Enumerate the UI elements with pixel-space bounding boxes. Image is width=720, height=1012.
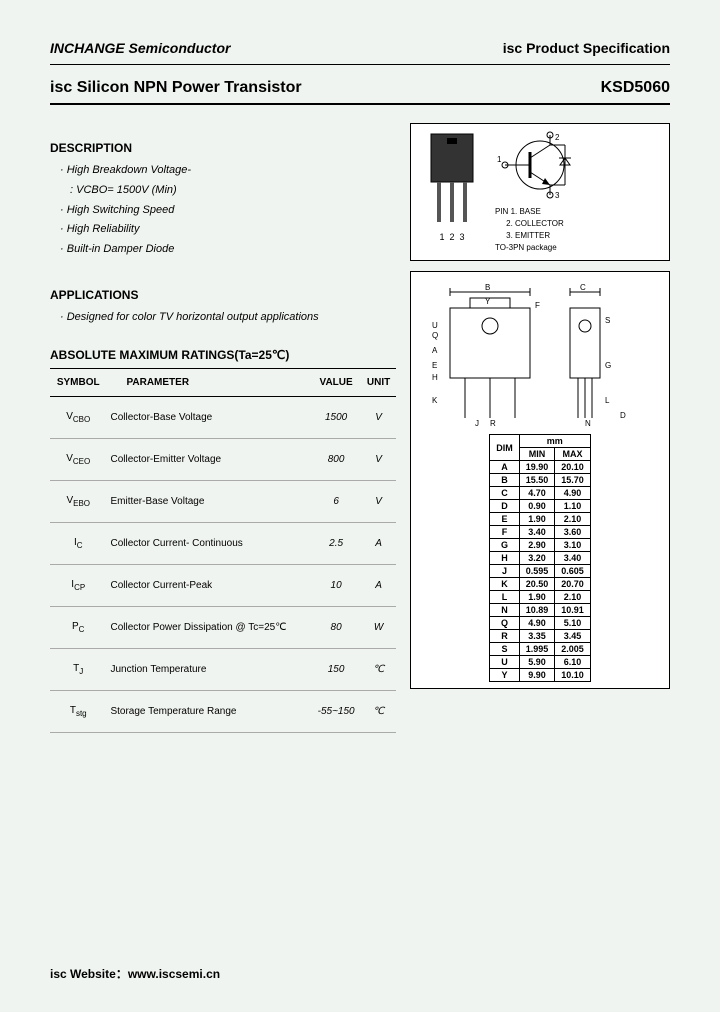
ratings-heading: ABSOLUTE MAXIMUM RATINGS(Ta=25℃) xyxy=(50,348,396,362)
footer: isc Website：www.iscsemi.cn xyxy=(50,965,220,982)
svg-text:Y: Y xyxy=(485,297,491,306)
svg-text:J: J xyxy=(475,419,479,428)
table-row: Q4.905.10 xyxy=(490,617,591,630)
outline-drawing-icon: B Y U Q A E H K F J R C S xyxy=(420,278,660,428)
table-row: VEBOEmitter-Base Voltage6V xyxy=(50,480,396,522)
svg-text:E: E xyxy=(432,361,437,370)
table-row: TJJunction Temperature150℃ xyxy=(50,648,396,690)
table-row: K20.5020.70 xyxy=(490,578,591,591)
product-title: isc Silicon NPN Power Transistor xyxy=(50,79,302,97)
table-row: Y9.9010.10 xyxy=(490,669,591,682)
table-row: ICCollector Current- Continuous2.5A xyxy=(50,522,396,564)
ratings-table: SYMBOL PARAMETER VALUE UNIT VCBOCollecto… xyxy=(50,368,396,733)
table-row: PCCollector Power Dissipation @ Tc=25℃80… xyxy=(50,606,396,648)
svg-text:B: B xyxy=(485,283,490,292)
svg-text:1: 1 xyxy=(497,155,502,164)
applications-heading: APPLICATIONS xyxy=(50,288,396,302)
rule-thin xyxy=(50,64,670,65)
footer-url: www.iscsemi.cn xyxy=(128,967,220,981)
table-row: R3.353.45 xyxy=(490,630,591,643)
svg-text:F: F xyxy=(535,301,540,310)
desc-item: · High Breakdown Voltage- xyxy=(60,161,396,181)
applications-text: · Designed for color TV horizontal outpu… xyxy=(60,308,396,328)
outline-figure: B Y U Q A E H K F J R C S xyxy=(410,271,670,689)
part-number: KSD5060 xyxy=(601,79,670,97)
svg-text:3: 3 xyxy=(555,191,560,200)
col-symbol: SYMBOL xyxy=(50,368,106,396)
table-row: VCBOCollector-Base Voltage1500V xyxy=(50,396,396,438)
dimensions-table: DIMmm MINMAX A19.9020.10B15.5015.70C4.70… xyxy=(489,434,591,682)
description-heading: DESCRIPTION xyxy=(50,141,396,155)
pin-labels: PIN 1. BASE 2. COLLECTOR 3. EMITTER TO-3… xyxy=(495,206,663,254)
title-row: isc Silicon NPN Power Transistor KSD5060 xyxy=(50,75,670,99)
desc-item: · High Switching Speed xyxy=(60,201,396,221)
table-row: E1.902.10 xyxy=(490,513,591,526)
svg-text:K: K xyxy=(432,396,438,405)
svg-text:G: G xyxy=(605,361,611,370)
svg-text:H: H xyxy=(432,373,438,382)
rule-thick xyxy=(50,103,670,105)
company-name: INCHANGE Semiconductor xyxy=(50,40,230,56)
svg-text:N: N xyxy=(585,419,591,428)
svg-text:D: D xyxy=(620,411,626,420)
svg-text:C: C xyxy=(580,283,586,292)
svg-text:2: 2 xyxy=(555,133,560,142)
table-row: VCEOCollector-Emitter Voltage800V xyxy=(50,438,396,480)
svg-text:U: U xyxy=(432,321,438,330)
desc-item: · Built-in Damper Diode xyxy=(60,240,396,260)
table-row: H3.203.40 xyxy=(490,552,591,565)
col-value: VALUE xyxy=(311,368,361,396)
desc-item: : VCBO= 1500V (Min) xyxy=(70,181,396,201)
table-row: N10.8910.91 xyxy=(490,604,591,617)
table-row: J0.5950.605 xyxy=(490,565,591,578)
table-row: G2.903.10 xyxy=(490,539,591,552)
table-row: F3.403.60 xyxy=(490,526,591,539)
table-row: D0.901.10 xyxy=(490,500,591,513)
col-parameter: PARAMETER xyxy=(106,368,311,396)
to3pn-icon xyxy=(417,130,487,230)
package-figure: 1 2 3 1 2 xyxy=(410,123,670,261)
table-row: TstgStorage Temperature Range-55~150℃ xyxy=(50,690,396,732)
spec-label: isc Product Specification xyxy=(503,40,670,56)
svg-text:R: R xyxy=(490,419,496,428)
svg-text:L: L xyxy=(605,396,610,405)
desc-item: · High Reliability xyxy=(60,220,396,240)
svg-text:S: S xyxy=(605,316,610,325)
table-row: B15.5015.70 xyxy=(490,474,591,487)
table-row: ICPCollector Current-Peak10A xyxy=(50,564,396,606)
transistor-drawing: 1 2 3 xyxy=(417,130,487,242)
schematic-icon: 1 2 3 xyxy=(495,130,595,200)
footer-label: isc Website： xyxy=(50,967,128,981)
table-row: A19.9020.10 xyxy=(490,461,591,474)
svg-text:Q: Q xyxy=(432,331,438,340)
col-unit: UNIT xyxy=(361,368,396,396)
description-list: · High Breakdown Voltage- : VCBO= 1500V … xyxy=(60,161,396,260)
page-header: INCHANGE Semiconductor isc Product Speci… xyxy=(50,40,670,62)
table-row: C4.704.90 xyxy=(490,487,591,500)
table-row: S1.9952.005 xyxy=(490,643,591,656)
table-row: L1.902.10 xyxy=(490,591,591,604)
table-row: U5.906.10 xyxy=(490,656,591,669)
svg-text:A: A xyxy=(432,346,438,355)
